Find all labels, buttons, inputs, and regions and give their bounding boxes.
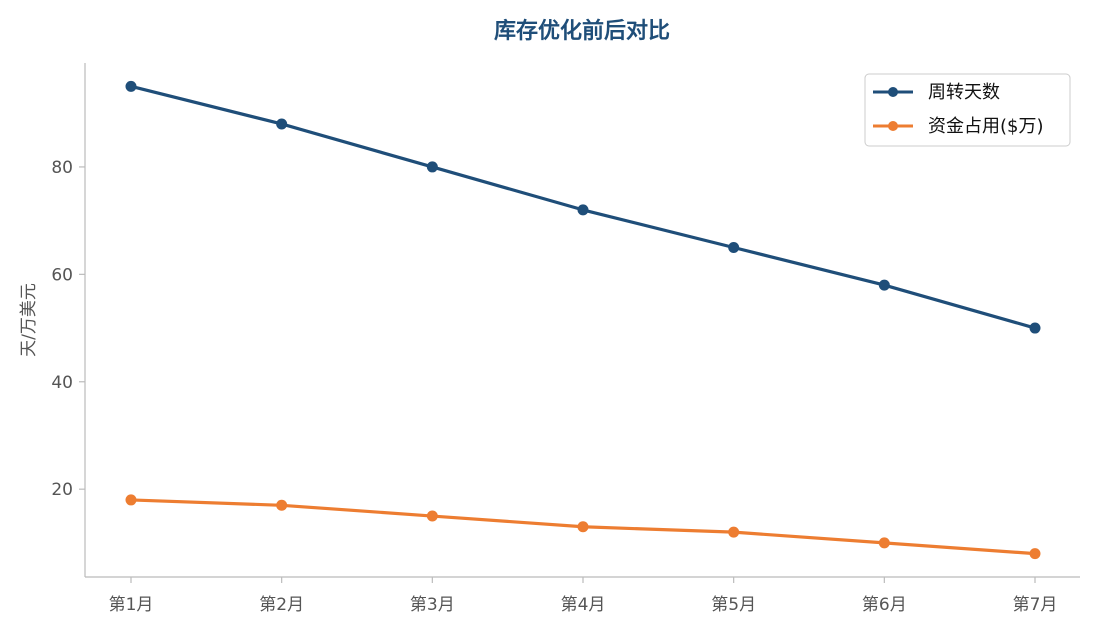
data-point bbox=[878, 279, 890, 291]
legend-box bbox=[864, 73, 1071, 147]
x-tick-label: 第7月 bbox=[1013, 595, 1058, 615]
data-point bbox=[125, 494, 137, 506]
legend-item: 资金占用($万) bbox=[873, 116, 1044, 137]
y-tick-label: 60 bbox=[51, 265, 73, 285]
data-point bbox=[577, 521, 589, 533]
x-tick-label: 第6月 bbox=[862, 595, 907, 615]
data-point bbox=[1029, 548, 1041, 560]
series-layer bbox=[125, 80, 1041, 560]
legend-item: 周转天数 bbox=[873, 82, 1000, 103]
data-point bbox=[728, 241, 740, 253]
legend-label: 周转天数 bbox=[928, 82, 1000, 103]
y-tick-label: 20 bbox=[51, 480, 73, 500]
legend-label: 资金占用($万) bbox=[928, 116, 1044, 137]
data-point bbox=[728, 526, 740, 538]
y-tick-label: 80 bbox=[51, 158, 73, 178]
legend: 周转天数 资金占用($万) bbox=[864, 73, 1071, 147]
y-tick-label: 40 bbox=[51, 373, 73, 393]
x-tick-label: 第2月 bbox=[259, 595, 304, 615]
data-point bbox=[577, 204, 589, 216]
data-point bbox=[276, 118, 288, 130]
x-tick-label: 第4月 bbox=[561, 595, 606, 615]
data-point bbox=[276, 499, 288, 511]
chart-title: 库存优化前后对比 bbox=[494, 18, 670, 44]
y-ticks: 20 40 60 80 bbox=[51, 158, 85, 500]
data-point bbox=[125, 80, 137, 92]
legend-marker bbox=[888, 121, 898, 131]
series-1 bbox=[125, 494, 1041, 560]
data-point bbox=[426, 510, 438, 522]
data-point bbox=[1029, 322, 1041, 334]
x-tick-label: 第3月 bbox=[410, 595, 455, 615]
x-tick-label: 第1月 bbox=[109, 595, 154, 615]
x-ticks: 第1月 第2月 第3月 第4月 第5月 第6月 第7月 bbox=[109, 577, 1058, 615]
legend-marker bbox=[888, 87, 898, 97]
data-point bbox=[878, 537, 890, 549]
x-tick-label: 第5月 bbox=[711, 595, 756, 615]
series-0 bbox=[125, 80, 1041, 334]
data-point bbox=[426, 161, 438, 173]
y-axis-label: 天/万美元 bbox=[19, 283, 39, 357]
